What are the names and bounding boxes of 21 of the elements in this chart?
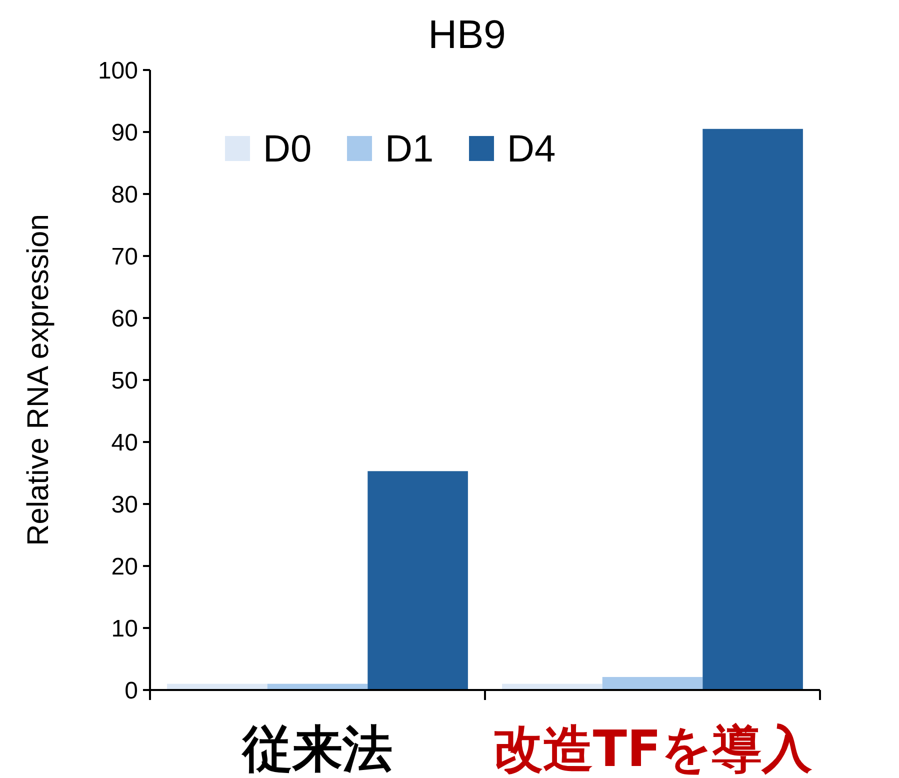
bar: [602, 676, 703, 690]
y-tick-label: 0: [124, 677, 138, 704]
legend-label: D1: [385, 128, 434, 170]
chart-title: HB9: [428, 13, 506, 57]
bar: [368, 471, 468, 690]
x-tick-label: 従来法: [240, 720, 392, 778]
y-tick-label: 70: [111, 243, 138, 270]
y-tick-label: 80: [111, 181, 138, 208]
legend-label: D4: [507, 128, 556, 170]
y-tick-label: 40: [111, 429, 138, 456]
y-axis-title: Relative RNA expression: [22, 214, 55, 546]
y-tick-label: 20: [111, 553, 138, 580]
y-tick-label: 10: [111, 615, 138, 642]
y-tick-label: 50: [111, 367, 138, 394]
y-tick-label: 60: [111, 305, 138, 332]
y-tick-label: 30: [111, 491, 138, 518]
y-tick-label: 100: [98, 57, 138, 84]
x-tick-label: 改造TFを導入: [492, 720, 814, 778]
y-tick-label: 90: [111, 119, 138, 146]
legend-label: D0: [263, 128, 312, 170]
bar: [702, 128, 803, 690]
